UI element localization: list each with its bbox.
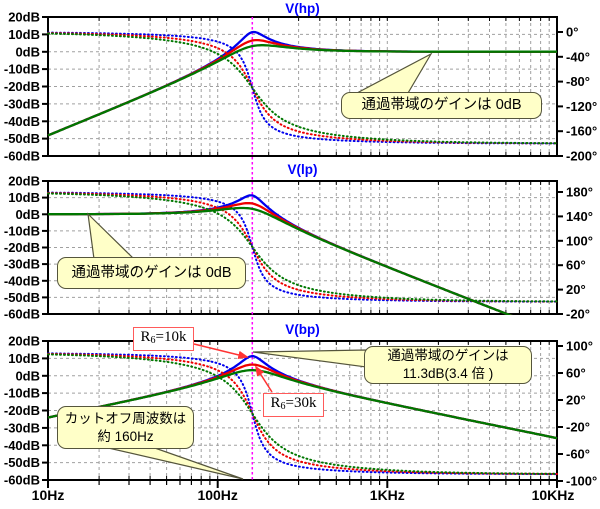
y-right-tick-label: 60° [566, 366, 586, 381]
y-right-tick-label: -100° [566, 474, 597, 489]
panel-vhp: 20dB 10dB 0dB -10dB -20dB -30dB -40dB -50dB -60d… [4, 10, 597, 164]
y-left-tick-label: 20dB [8, 10, 40, 25]
y-right-tick-label: 180° [566, 185, 593, 200]
callout-text: 11.3dB(3.4 倍 ) [402, 366, 494, 381]
y-right-tick-label: 140° [566, 209, 593, 224]
callout-text: 通過帯域のゲインは [387, 348, 509, 364]
y-left-tick-label: -30dB [4, 96, 40, 111]
y-left-tick-label: -60dB [4, 149, 40, 164]
curves-vhp [47, 30, 558, 145]
y-right-tick-label: -160° [566, 124, 597, 139]
y-left-tick-label: -50dB [4, 455, 40, 470]
y-left-tick-label: -60dB [4, 307, 40, 322]
label-r6-30k: R 6 =30k [263, 393, 324, 417]
y-left-tick-label: -30dB [4, 420, 40, 435]
y-right-tick-label: -20° [566, 307, 590, 322]
arrow-r6-10k [193, 343, 249, 360]
callout-cutoff-frequency: カットオフ周波数は 約 160Hz [57, 406, 194, 449]
y-left-tick-label: 10dB [8, 351, 40, 366]
y-left-tick-label: 20dB [8, 334, 40, 349]
phase-curve-green [47, 353, 558, 475]
phase-curve-green [47, 32, 558, 145]
callout-bp-passband-gain: 通過帯域のゲインは 11.3dB(3.4 倍 ) [364, 346, 532, 384]
y-right-tick-label: -40° [566, 49, 590, 64]
y-left-tick-label: -40dB [4, 114, 40, 129]
y-right-tick-label: -20° [566, 420, 590, 435]
callout-text: 通過帯域のゲインは 0dB [71, 264, 232, 281]
y-right-tick-label: 60° [566, 258, 586, 273]
y-left-tick-label: -60dB [4, 473, 40, 488]
callout-text: 通過帯域のゲインは 0dB [361, 97, 522, 114]
y-left-tick-label: -40dB [4, 273, 40, 288]
gain-curve-green [47, 368, 558, 440]
y-left-tick-label: 20dB [8, 174, 40, 189]
y-right-tick-label: 20° [566, 393, 586, 408]
frequency-axis: 10Hz 100Hz 1KHz 10KHz [32, 480, 575, 503]
y-right-tick-label: -200° [566, 149, 597, 164]
y-right-tick-label: -60° [566, 447, 590, 462]
callout-pointer-hp-gain [356, 52, 433, 94]
y-right-tick-label: 100° [566, 339, 593, 354]
phase-curve-red [47, 352, 558, 475]
y-left-tick-label: -20dB [4, 240, 40, 255]
curves-vlp [47, 191, 558, 315]
y-left-tick-label: -20dB [4, 403, 40, 418]
phase-curve-blue [47, 31, 558, 145]
callout-lp-passband-gain: 通過帯域のゲインは 0dB [57, 257, 246, 289]
x-tick-label: 1KHz [370, 487, 405, 503]
callout-text: 約 160Hz [97, 428, 154, 444]
callout-hp-passband-gain: 通過帯域のゲインは 0dB [341, 92, 542, 119]
gain-curve-green [47, 44, 557, 137]
y-left-tick-label: -20dB [4, 79, 40, 94]
callout-pointer-bp-gain [252, 349, 367, 368]
x-tick-label: 100Hz [197, 487, 237, 503]
label-r6-10k: R 6 =10k [133, 327, 194, 351]
y-left-tick-label: 0dB [15, 44, 40, 59]
y-right-tick-label: -80° [566, 74, 590, 89]
y-left-tick-label: -10dB [4, 223, 40, 238]
gain-curve-green [48, 206, 513, 315]
x-tick-label: 10KHz [532, 487, 575, 503]
y-left-tick-label: -50dB [4, 290, 40, 305]
y-left-tick-label: 0dB [15, 207, 40, 222]
callout-text: カットオフ周波数は [64, 410, 187, 426]
y-right-tick-label: 20° [566, 282, 586, 297]
y-left-tick-label: 10dB [8, 27, 40, 42]
y-left-tick-label: -10dB [4, 62, 40, 77]
callout-pointer-lp-gain [87, 212, 136, 260]
y-left-tick-label: -40dB [4, 438, 40, 453]
y-left-tick-label: -30dB [4, 257, 40, 272]
y-right-tick-label: -120° [566, 99, 597, 114]
y-left-tick-label: 10dB [8, 190, 40, 205]
x-tick-label: 10Hz [32, 487, 65, 503]
curves-vbp [47, 352, 558, 476]
y-right-tick-label: 0° [566, 25, 578, 40]
y-left-tick-label: 0dB [15, 368, 40, 383]
arrow-r6-30k [255, 365, 273, 393]
y-left-tick-label: -10dB [4, 386, 40, 401]
y-right-tick-label: 100° [566, 233, 593, 248]
y-left-tick-label: -50dB [4, 131, 40, 146]
